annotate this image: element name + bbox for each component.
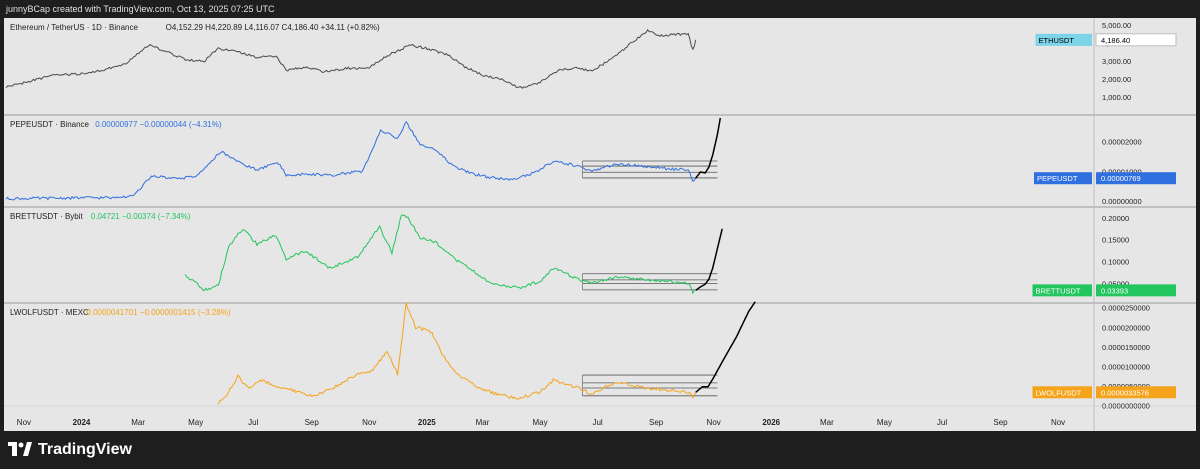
brand-footer[interactable]: TradingView xyxy=(8,438,132,462)
x-tick-label: Nov xyxy=(707,418,721,427)
x-tick-label: 2024 xyxy=(73,418,91,427)
y-tick-label: 0.15000 xyxy=(1102,236,1129,245)
y-tick-label: 5,000.00 xyxy=(1102,21,1131,30)
y-tick-label: 2,000.00 xyxy=(1102,75,1131,84)
last-price-label: 0.00000769 xyxy=(1101,174,1141,183)
x-tick-label: Nov xyxy=(362,418,376,427)
symbol-badge[interactable] xyxy=(1032,386,1093,399)
x-tick-label: Nov xyxy=(1051,418,1065,427)
projection-line[interactable] xyxy=(695,117,722,179)
price-line[interactable] xyxy=(5,120,697,201)
y-tick-label: 0.0000250000 xyxy=(1102,304,1150,313)
y-tick-label: 0.00002000 xyxy=(1102,138,1142,147)
y-tick-label: 0.10000 xyxy=(1102,258,1129,267)
y-tick-label: 0.0000200000 xyxy=(1102,323,1150,332)
last-price-label: 4,186.40 xyxy=(1101,36,1130,45)
tradingview-logo-icon xyxy=(8,442,32,456)
y-tick-label: 0.05000 xyxy=(1102,279,1129,288)
pane-ohlc: 0.0000041701 −0.0000001415 (−3.28%) xyxy=(86,308,230,317)
pane-title: LWOLFUSDT · MEXC xyxy=(10,308,89,317)
x-tick-label: Jul xyxy=(248,418,258,427)
x-tick-label: 2026 xyxy=(762,418,780,427)
pane-title: BRETTUSDT · Bybit xyxy=(10,212,84,221)
x-tick-label: 2025 xyxy=(418,418,436,427)
y-tick-label: 1,000.00 xyxy=(1102,93,1131,102)
symbol-badge[interactable] xyxy=(1034,172,1092,185)
pane-ohlc: 0.00000977 −0.00000044 (−4.31%) xyxy=(95,120,222,129)
x-tick-label: Jul xyxy=(592,418,602,427)
symbol-badge[interactable] xyxy=(1035,33,1093,46)
y-tick-label: 0.0000150000 xyxy=(1102,343,1150,352)
x-tick-label: Nov xyxy=(17,418,31,427)
price-line[interactable] xyxy=(217,302,697,405)
pane-ohlc: 0.04721 −0.00374 (−7.34%) xyxy=(91,212,191,221)
x-tick-label: Jul xyxy=(937,418,947,427)
x-tick-label: Sep xyxy=(993,418,1008,427)
pane-title: Ethereum / TetherUS · 1D · Binance xyxy=(10,23,138,32)
x-tick-label: Sep xyxy=(649,418,664,427)
x-tick-label: Mar xyxy=(476,418,490,427)
last-price-badge[interactable] xyxy=(1096,172,1176,185)
chart-area[interactable]: 5,000.004,000.003,000.002,000.001,000.00… xyxy=(4,18,1196,431)
symbol-badge[interactable] xyxy=(1032,284,1093,297)
projection-line[interactable] xyxy=(695,228,723,291)
symbol-badge-label: ETHUSDT xyxy=(1039,36,1075,45)
brand-name: TradingView xyxy=(38,441,132,458)
last-price-badge[interactable] xyxy=(1095,33,1177,47)
last-price-label: 0.03393 xyxy=(1101,286,1128,295)
projection-line[interactable] xyxy=(695,301,756,393)
symbol-badge-label: LWOLFUSDT xyxy=(1036,388,1082,397)
last-price-label: 0.0000033576 xyxy=(1101,388,1149,397)
price-line[interactable] xyxy=(5,28,697,89)
pane-ohlc: O4,152.29 H4,220.89 L4,116.07 C4,186.40 … xyxy=(166,23,380,32)
y-tick-label: 0.20000 xyxy=(1102,214,1129,223)
credit-bar: junnyBCap created with TradingView.com, … xyxy=(6,4,275,14)
symbol-badge-label: PEPEUSDT xyxy=(1037,174,1078,183)
price-line[interactable] xyxy=(184,214,696,295)
chart-svg[interactable]: 5,000.004,000.003,000.002,000.001,000.00… xyxy=(4,18,1196,431)
x-tick-label: May xyxy=(188,418,203,427)
x-tick-label: Sep xyxy=(305,418,320,427)
y-tick-label: 0.00000000 xyxy=(1102,197,1142,206)
last-price-badge[interactable] xyxy=(1096,284,1176,297)
x-tick-label: May xyxy=(877,418,892,427)
pane-title: PEPEUSDT · Binance xyxy=(10,120,90,129)
symbol-badge-label: BRETTUSDT xyxy=(1036,286,1081,295)
y-tick-label: 3,000.00 xyxy=(1102,57,1131,66)
x-tick-label: Mar xyxy=(820,418,834,427)
y-tick-label: 0.0000100000 xyxy=(1102,362,1150,371)
y-tick-label: 0.00001000 xyxy=(1102,167,1142,176)
x-tick-label: Mar xyxy=(131,418,145,427)
last-price-badge[interactable] xyxy=(1096,386,1176,399)
x-tick-label: May xyxy=(532,418,547,427)
